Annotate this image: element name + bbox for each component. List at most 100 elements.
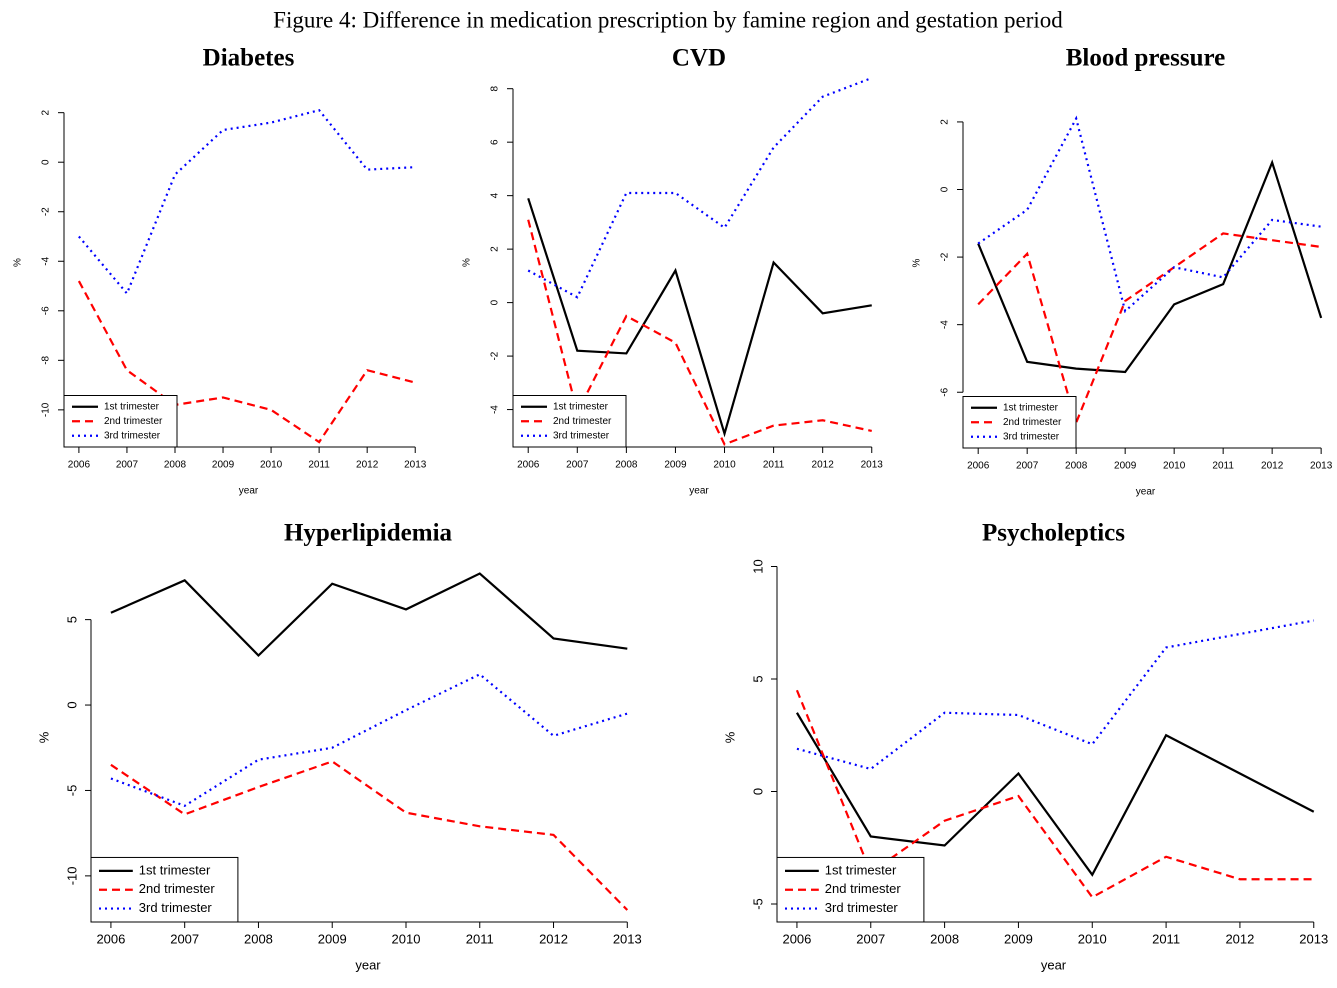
figure-title: Figure 4: Difference in medication presc… — [273, 7, 1063, 32]
x-tick-label: 2008 — [1065, 461, 1088, 472]
legend-label: 2nd trimester — [825, 881, 902, 896]
x-tick-label: 2013 — [861, 460, 884, 471]
x-tick-label: 2009 — [1004, 931, 1033, 946]
series-line — [796, 619, 1314, 771]
legend-box — [63, 395, 178, 448]
y-tick-label: -8 — [41, 355, 52, 364]
series-line — [110, 760, 629, 911]
x-tick-label: 2013 — [404, 460, 427, 471]
x-tick-label: 2012 — [539, 931, 568, 946]
x-tick-label: 2011 — [1212, 461, 1234, 472]
x-tick-label: 2013 — [1299, 931, 1328, 946]
legend-label: 3rd trimester — [553, 430, 610, 441]
chart-title: Hyperlipidemia — [284, 520, 453, 547]
y-axis-label: % — [13, 258, 24, 267]
x-tick-label: 2010 — [392, 931, 421, 946]
y-axis-label: % — [912, 258, 923, 267]
y-tick-label: -10 — [41, 402, 52, 417]
x-tick-label: 2007 — [170, 931, 199, 946]
legend-label: 3rd trimester — [1003, 431, 1060, 442]
series-line — [78, 108, 416, 296]
x-tick-label: 2007 — [116, 460, 139, 471]
legend-label: 1st trimester — [104, 401, 160, 412]
y-tick-label: -4 — [41, 256, 52, 265]
y-tick-label: -6 — [940, 387, 951, 396]
x-axis-label: year — [689, 486, 709, 497]
y-tick-label: -4 — [940, 320, 951, 329]
y-tick-label: 0 — [64, 701, 79, 708]
chart-title: Diabetes — [203, 45, 295, 72]
x-tick-label: 2006 — [967, 461, 990, 472]
y-tick-label: 0 — [41, 159, 52, 165]
y-tick-label: 10 — [750, 559, 765, 573]
legend-label: 3rd trimester — [104, 430, 161, 441]
x-tick-label: 2009 — [318, 931, 347, 946]
x-tick-label: 2008 — [930, 931, 959, 946]
y-tick-label: -5 — [750, 898, 765, 910]
legend-label: 1st trimester — [1003, 402, 1059, 413]
y-tick-label: -2 — [490, 351, 501, 360]
y-tick-label: 4 — [490, 192, 501, 198]
x-tick-label: 2010 — [260, 460, 283, 471]
x-tick-label: 2013 — [1310, 461, 1333, 472]
series-line — [977, 159, 1323, 374]
x-tick-label: 2008 — [615, 460, 638, 471]
y-tick-label: 6 — [490, 139, 501, 145]
legend-box — [512, 395, 627, 448]
chart: Diabetes 2006 2007 2008 2009 2010 2011 2012 2013… — [13, 45, 427, 497]
x-axis-label: year — [1041, 957, 1067, 972]
x-tick-label: 2010 — [1078, 931, 1107, 946]
x-tick-label: 2012 — [1225, 931, 1254, 946]
y-tick-label: -2 — [41, 207, 52, 216]
y-tick-label: 0 — [940, 186, 951, 192]
chart-title: Psycholeptics — [982, 520, 1125, 547]
x-tick-label: 2012 — [356, 460, 379, 471]
y-tick-label: 2 — [41, 109, 52, 115]
x-tick-label: 2008 — [244, 931, 273, 946]
legend-label: 2nd trimester — [553, 416, 612, 427]
legend-box — [962, 396, 1077, 449]
y-tick-label: 2 — [940, 119, 951, 125]
x-tick-label: 2009 — [664, 460, 687, 471]
series-line — [527, 219, 872, 446]
x-tick-label: 2006 — [68, 460, 91, 471]
series-line — [77, 280, 416, 444]
y-tick-label: 5 — [750, 675, 765, 682]
series-line — [977, 115, 1322, 314]
chart: Psycholeptics 2006 2007 2008 2009 2010 2011 201… — [722, 520, 1328, 973]
x-tick-label: 2008 — [164, 460, 187, 471]
legend-label: 2nd trimester — [1003, 417, 1062, 428]
series-line — [527, 76, 873, 299]
x-tick-label: 2010 — [713, 460, 736, 471]
x-axis-label: year — [1136, 487, 1156, 498]
x-tick-label: 2009 — [1114, 461, 1137, 472]
legend-label: 1st trimester — [553, 401, 609, 412]
y-axis-label: % — [36, 731, 51, 743]
x-tick-label: 2012 — [1261, 461, 1284, 472]
series-line — [110, 572, 628, 658]
y-tick-label: -5 — [64, 785, 79, 797]
y-axis-label: % — [722, 731, 737, 743]
legend-label: 3rd trimester — [825, 900, 899, 915]
y-axis-label: % — [462, 258, 473, 267]
x-tick-label: 2007 — [1016, 461, 1039, 472]
x-tick-label: 2013 — [613, 931, 642, 946]
chart: CVD 2006 2007 2008 2009 2010 2011 2012 2013 -4 -2 0… — [462, 45, 884, 497]
legend-label: 2nd trimester — [139, 881, 216, 896]
legend-label: 1st trimester — [139, 862, 211, 877]
x-tick-label: 2006 — [96, 931, 125, 946]
series-line — [795, 712, 1315, 877]
y-tick-label: 5 — [64, 616, 79, 623]
x-tick-label: 2009 — [212, 460, 235, 471]
x-axis-label: year — [355, 957, 381, 972]
y-tick-label: 0 — [750, 788, 765, 795]
x-tick-label: 2011 — [308, 460, 330, 471]
x-tick-label: 2010 — [1163, 461, 1186, 472]
x-tick-label: 2011 — [1152, 931, 1180, 946]
x-tick-label: 2007 — [566, 460, 589, 471]
x-tick-label: 2011 — [763, 460, 785, 471]
y-tick-label: -10 — [64, 866, 79, 885]
x-axis-label: year — [239, 486, 259, 497]
